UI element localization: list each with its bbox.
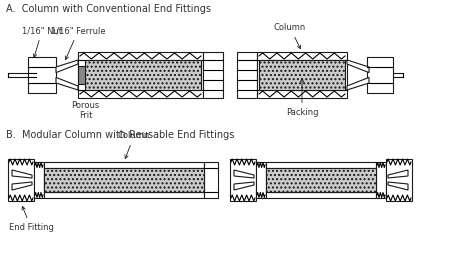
Polygon shape [12, 170, 32, 178]
Text: Packing: Packing [286, 79, 318, 117]
Text: A.  Column with Conventional End Fittings: A. Column with Conventional End Fittings [6, 4, 211, 14]
Bar [237, 52, 257, 98]
Bar [85, 60, 201, 90]
Text: Porous
Frit: Porous Frit [72, 101, 100, 120]
Bar [266, 162, 376, 198]
Polygon shape [347, 60, 369, 73]
Polygon shape [234, 170, 254, 178]
Text: B.  Modular Column with Reusable End Fittings: B. Modular Column with Reusable End Fitt… [6, 130, 234, 140]
Bar [8, 159, 34, 201]
Text: End Fitting: End Fitting [9, 206, 54, 232]
Bar [44, 168, 204, 192]
Bar [78, 52, 203, 98]
Bar [256, 162, 266, 198]
Text: Column: Column [274, 23, 306, 49]
Bar [203, 52, 223, 98]
Polygon shape [347, 78, 369, 90]
Bar [259, 60, 345, 90]
Polygon shape [234, 182, 254, 190]
Bar [257, 52, 347, 98]
Bar [230, 159, 256, 201]
Polygon shape [388, 182, 408, 190]
Bar [204, 162, 218, 198]
Polygon shape [56, 60, 78, 73]
Polygon shape [388, 170, 408, 178]
Text: 1/16" Nut: 1/16" Nut [22, 26, 62, 57]
Polygon shape [56, 78, 78, 90]
Bar [386, 159, 412, 201]
Bar [34, 162, 44, 198]
Text: 1/16" Ferrule: 1/16" Ferrule [51, 26, 106, 60]
Bar [44, 162, 204, 198]
Text: Column: Column [118, 131, 150, 159]
Bar [376, 162, 386, 198]
Bar [367, 57, 393, 93]
Bar [78, 66, 85, 84]
Bar [266, 168, 376, 192]
Polygon shape [12, 182, 32, 190]
Bar [28, 57, 56, 93]
